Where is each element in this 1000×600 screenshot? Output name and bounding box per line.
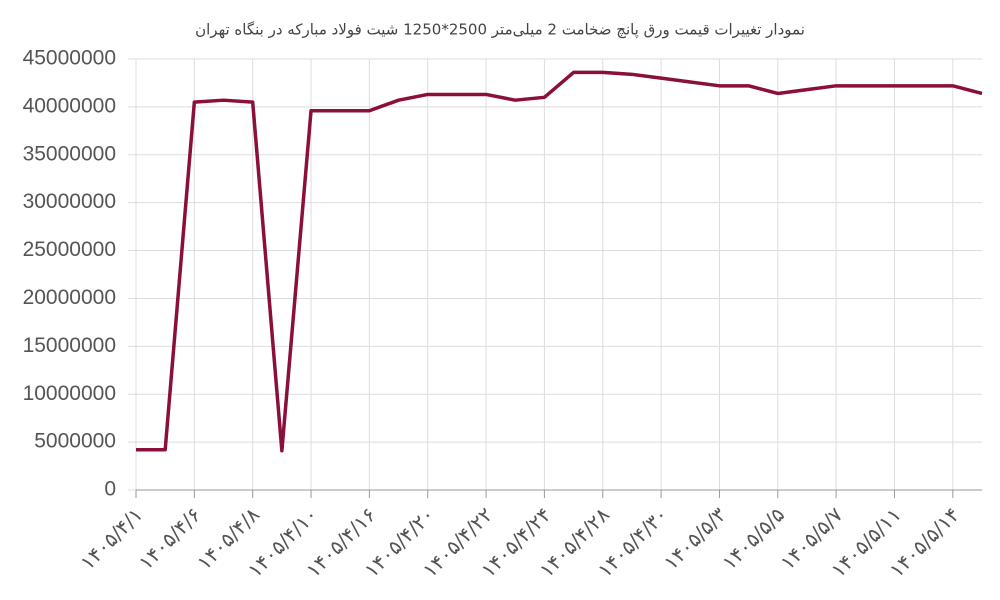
x-tick-label: ۱۴۰۵/۵/۵ xyxy=(717,502,789,574)
chart-title: نمودار تغییرات قیمت ورق پانچ ضخامت 2 میل… xyxy=(195,21,805,40)
y-tick-label: 45000000 xyxy=(23,47,116,70)
y-tick-label: 0 xyxy=(104,478,116,501)
x-tick-label: ۱۴۰۵/۵/۳ xyxy=(659,502,731,574)
price-line xyxy=(136,70,983,453)
y-tick-label: 15000000 xyxy=(23,334,116,357)
y-tick-label: 40000000 xyxy=(23,94,116,117)
x-tick-label: ۱۴۰۵/۴/۱ xyxy=(75,502,147,574)
y-tick-label: 5000000 xyxy=(34,430,116,453)
y-tick-label: 20000000 xyxy=(23,286,116,309)
y-tick-label: 10000000 xyxy=(23,382,116,405)
y-tick-label: 25000000 xyxy=(23,238,116,261)
x-tick-label: ۱۴۰۵/۴/۶ xyxy=(134,502,206,574)
y-tick-label: 35000000 xyxy=(23,142,116,165)
y-tick-label: 30000000 xyxy=(23,190,116,213)
